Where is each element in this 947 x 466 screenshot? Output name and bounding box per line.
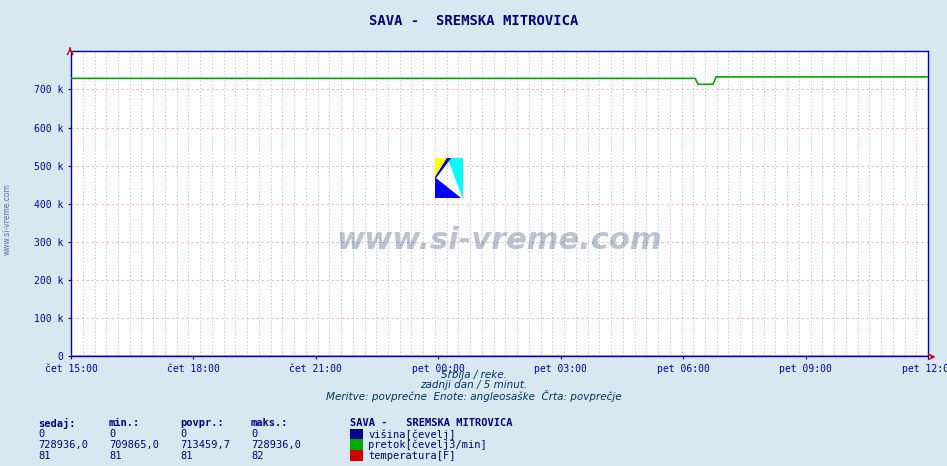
Text: višina[čevelj]: višina[čevelj] (368, 429, 456, 439)
Text: 0: 0 (38, 429, 45, 439)
Text: www.si-vreme.com: www.si-vreme.com (337, 226, 662, 255)
Text: 82: 82 (251, 451, 263, 461)
Text: zadnji dan / 5 minut.: zadnji dan / 5 minut. (420, 380, 527, 391)
Polygon shape (436, 158, 451, 178)
Polygon shape (448, 158, 463, 198)
Text: sedaj:: sedaj: (38, 418, 76, 429)
Text: 713459,7: 713459,7 (180, 439, 230, 450)
Text: 81: 81 (109, 451, 121, 461)
Text: www.si-vreme.com: www.si-vreme.com (3, 183, 12, 255)
Text: SAVA -  SREMSKA MITROVICA: SAVA - SREMSKA MITROVICA (368, 14, 579, 28)
Text: Meritve: povprečne  Enote: angleosaške  Črta: povprečje: Meritve: povprečne Enote: angleosaške Čr… (326, 390, 621, 402)
Polygon shape (436, 158, 451, 178)
Text: maks.:: maks.: (251, 418, 289, 428)
Text: 728936,0: 728936,0 (38, 439, 88, 450)
Text: 0: 0 (109, 429, 116, 439)
Text: SAVA -   SREMSKA MITROVICA: SAVA - SREMSKA MITROVICA (350, 418, 513, 428)
Text: 81: 81 (38, 451, 50, 461)
Text: 0: 0 (251, 429, 258, 439)
Text: temperatura[F]: temperatura[F] (368, 451, 456, 461)
Polygon shape (436, 178, 460, 198)
Text: 0: 0 (180, 429, 187, 439)
Text: 709865,0: 709865,0 (109, 439, 159, 450)
Text: pretok[čevelj3/min]: pretok[čevelj3/min] (368, 439, 487, 450)
Text: 728936,0: 728936,0 (251, 439, 301, 450)
Text: Srbija / reke.: Srbija / reke. (440, 370, 507, 380)
Text: min.:: min.: (109, 418, 140, 428)
Text: 81: 81 (180, 451, 192, 461)
Text: povpr.:: povpr.: (180, 418, 223, 428)
